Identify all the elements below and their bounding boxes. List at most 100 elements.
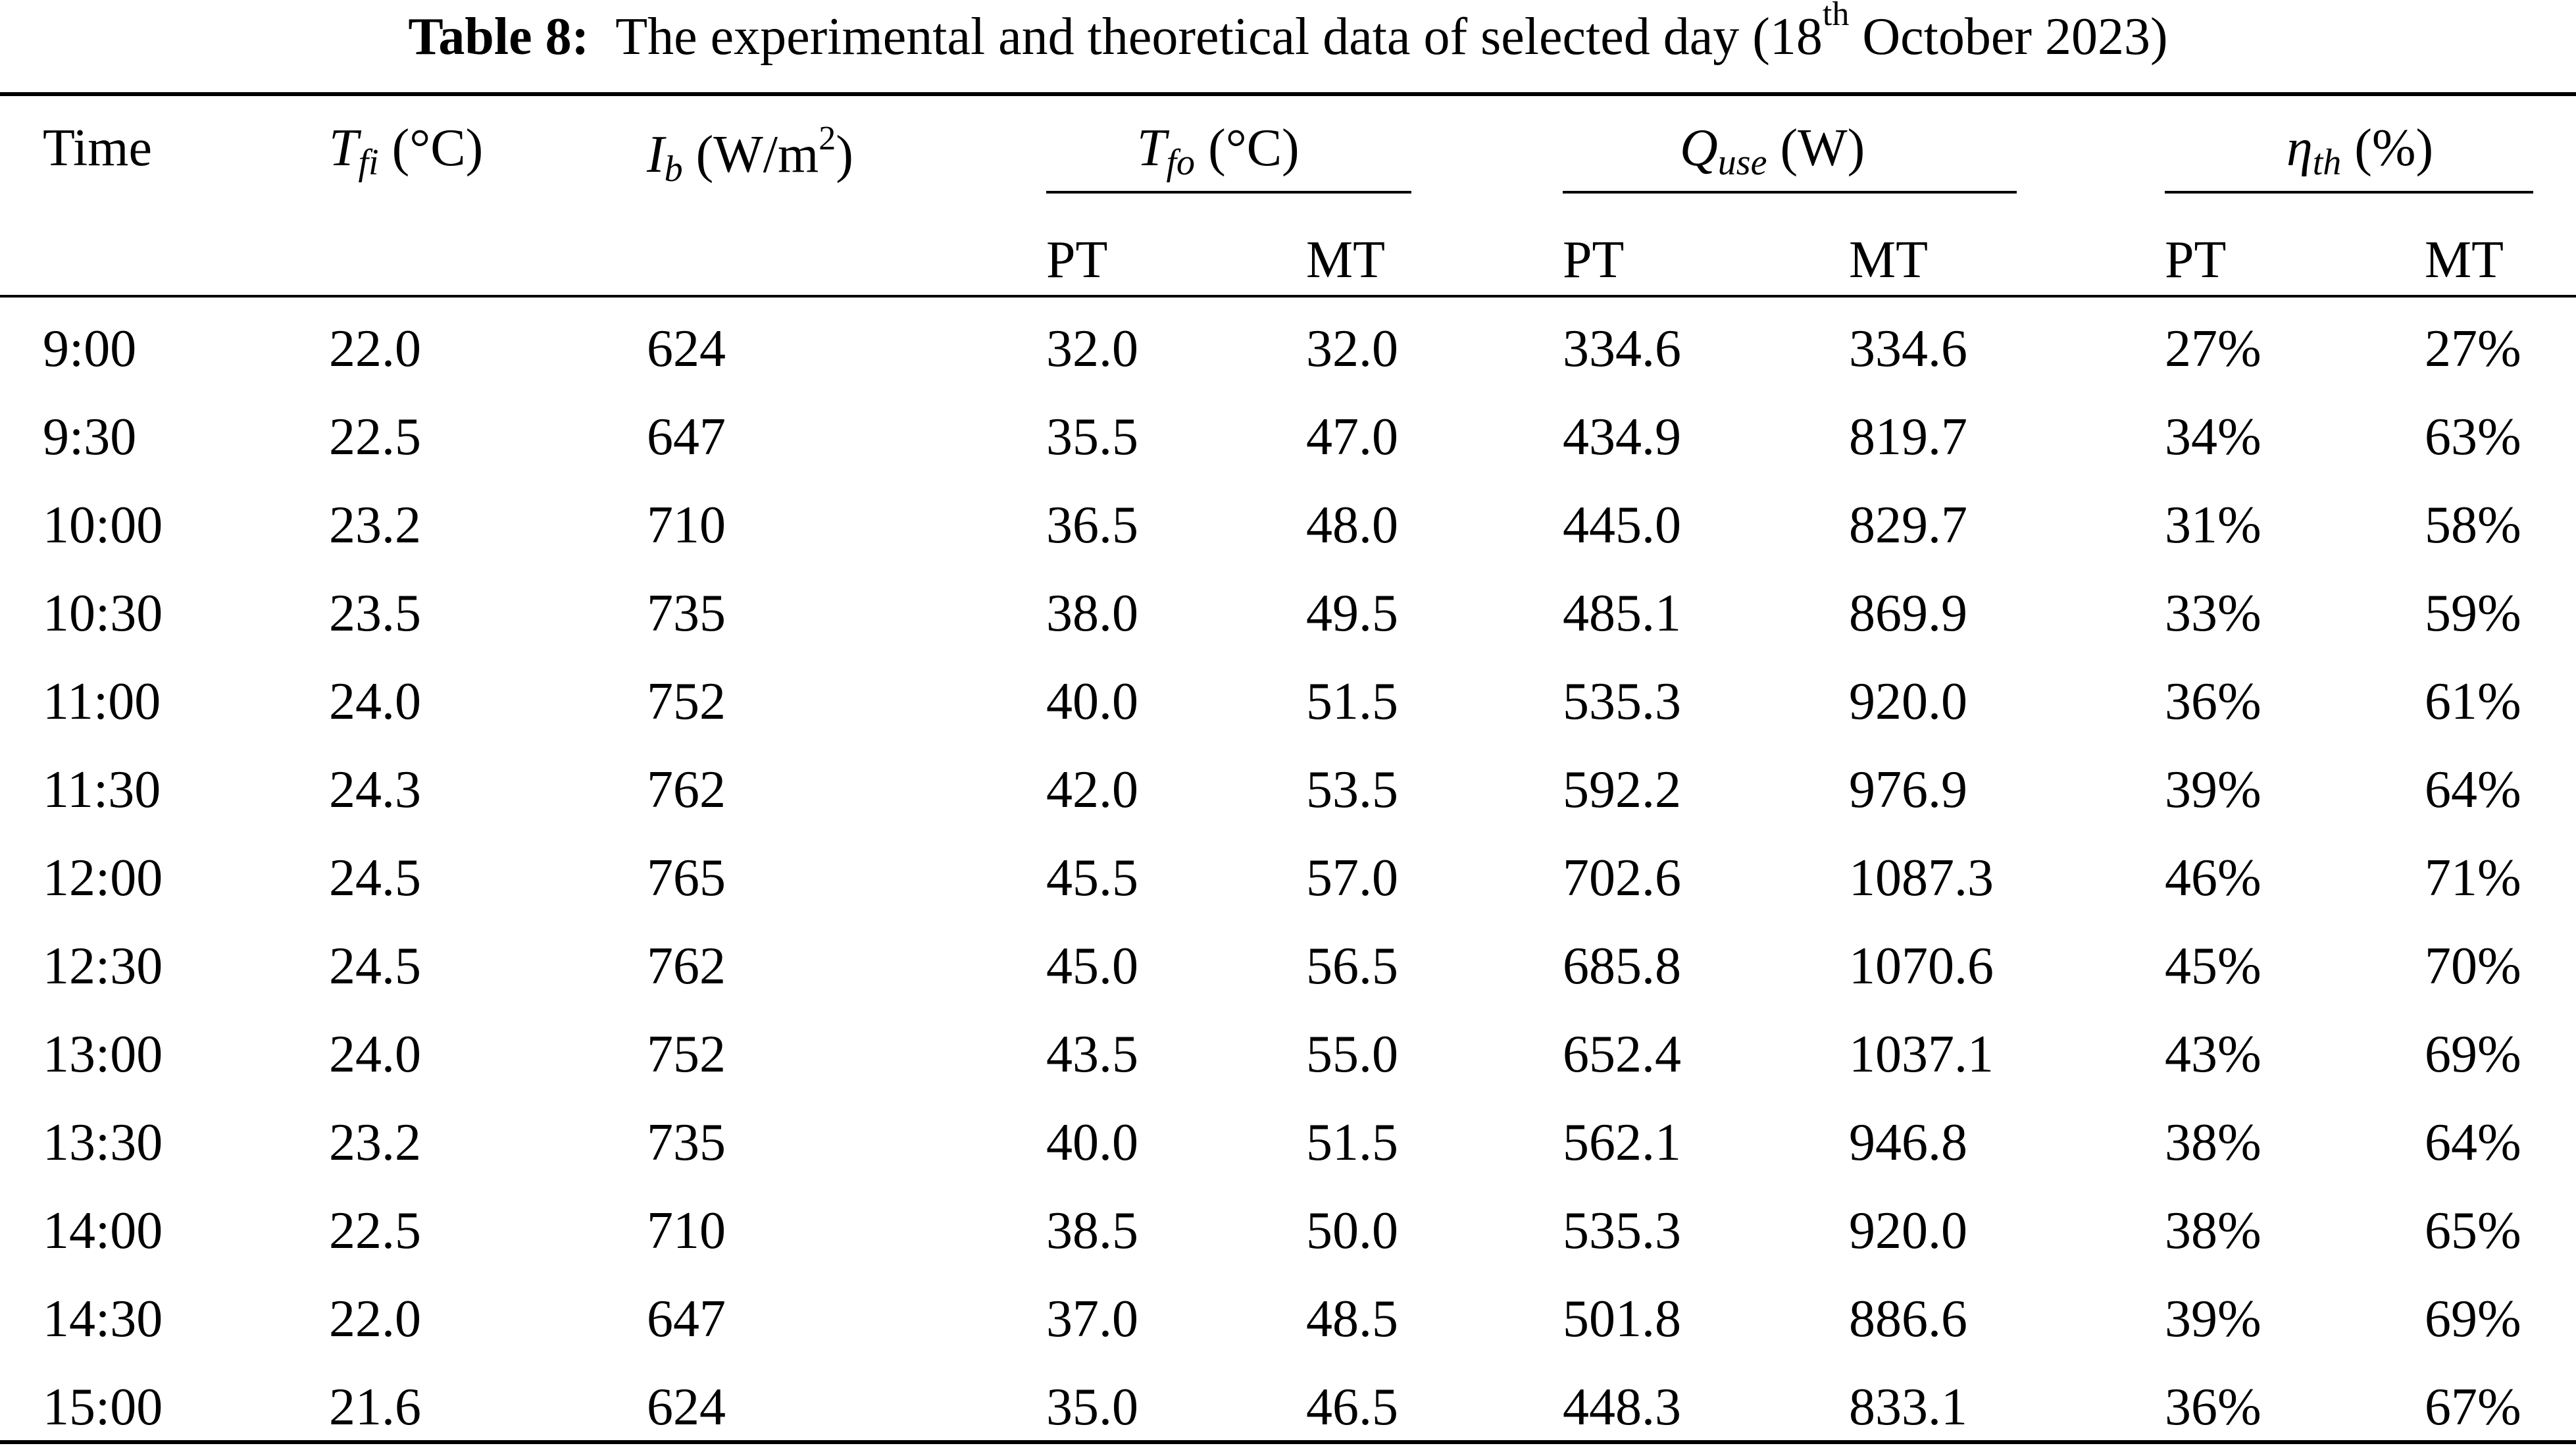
- cell-quse-mt: 920.0: [1849, 1202, 1967, 1260]
- caption-label: Table 8:: [408, 8, 590, 66]
- cell-quse-pt: 334.6: [1563, 320, 1681, 378]
- ib-unit: (W/m: [695, 126, 819, 184]
- cell-irradiance: 624: [647, 320, 726, 378]
- cell-tfo-mt: 51.5: [1306, 1114, 1398, 1172]
- cell-tfo-pt: 32.0: [1046, 320, 1138, 378]
- cell-inlet-temperature: 22.5: [329, 408, 421, 466]
- tfo-symbol: T: [1137, 119, 1167, 177]
- cell-eta-pt: 36%: [2165, 1378, 2261, 1436]
- cell-quse-mt: 976.9: [1849, 761, 1967, 819]
- cell-tfo-mt: 56.5: [1306, 937, 1398, 995]
- subheader-eta-pt: PT: [2165, 231, 2227, 289]
- cell-inlet-temperature: 22.5: [329, 1202, 421, 1260]
- subheader-quse-pt: PT: [1563, 231, 1625, 289]
- cell-tfo-pt: 37.0: [1046, 1290, 1138, 1348]
- cell-quse-mt: 1037.1: [1849, 1025, 1994, 1083]
- cell-inlet-temperature: 22.0: [329, 320, 421, 378]
- cell-irradiance: 752: [647, 673, 726, 731]
- eta-symbol: η: [2286, 119, 2313, 177]
- cell-irradiance: 710: [647, 496, 726, 554]
- cell-tfo-mt: 48.0: [1306, 496, 1398, 554]
- cell-tfo-mt: 57.0: [1306, 849, 1398, 907]
- tfi-unit: (°C): [391, 119, 484, 177]
- cell-tfo-mt: 51.5: [1306, 673, 1398, 731]
- quse-unit: (W): [1780, 119, 1865, 177]
- cell-quse-pt: 685.8: [1563, 937, 1681, 995]
- table-caption: Table 8: The experimental and theoretica…: [0, 0, 2576, 76]
- cell-eta-pt: 31%: [2165, 496, 2261, 554]
- cell-irradiance: 735: [647, 584, 726, 642]
- cell-tfo-mt: 46.5: [1306, 1378, 1398, 1436]
- cell-quse-pt: 652.4: [1563, 1025, 1681, 1083]
- tfi-subscript: fi: [358, 142, 379, 183]
- header-rule: [0, 295, 2576, 298]
- header-time: Time: [43, 119, 153, 177]
- cell-tfo-pt: 36.5: [1046, 496, 1138, 554]
- cell-irradiance: 765: [647, 849, 726, 907]
- bottom-rule: [0, 1440, 2576, 1444]
- header-useful-heat: Quse (W): [1680, 122, 1865, 181]
- header-irradiance: Ib (W/m2): [647, 122, 853, 188]
- cell-quse-mt: 920.0: [1849, 673, 1967, 731]
- cell-tfo-mt: 49.5: [1306, 584, 1398, 642]
- ib-unit-end: ): [836, 126, 853, 184]
- cell-tfo-pt: 45.0: [1046, 937, 1138, 995]
- cell-quse-pt: 445.0: [1563, 496, 1681, 554]
- cell-eta-pt: 33%: [2165, 584, 2261, 642]
- cell-inlet-temperature: 23.2: [329, 1114, 421, 1172]
- cell-irradiance: 752: [647, 1025, 726, 1083]
- caption-text-end: October 2023): [1849, 8, 2168, 66]
- cell-tfo-pt: 38.0: [1046, 584, 1138, 642]
- cell-eta-mt: 63%: [2425, 408, 2521, 466]
- cell-time: 14:30: [43, 1290, 163, 1348]
- eta-unit: (%): [2354, 119, 2434, 177]
- cell-quse-mt: 334.6: [1849, 320, 1967, 378]
- cell-eta-pt: 38%: [2165, 1114, 2261, 1172]
- cell-quse-pt: 501.8: [1563, 1290, 1681, 1348]
- cell-eta-mt: 64%: [2425, 1114, 2521, 1172]
- cell-quse-pt: 702.6: [1563, 849, 1681, 907]
- cell-tfo-pt: 40.0: [1046, 1114, 1138, 1172]
- cell-time: 10:30: [43, 584, 163, 642]
- cell-eta-pt: 45%: [2165, 937, 2261, 995]
- cell-tfo-mt: 55.0: [1306, 1025, 1398, 1083]
- cell-eta-mt: 59%: [2425, 584, 2521, 642]
- cell-quse-pt: 535.3: [1563, 1202, 1681, 1260]
- cell-eta-mt: 69%: [2425, 1290, 2521, 1348]
- header-outlet-temperature: Tfo (°C): [1137, 122, 1300, 181]
- cell-inlet-temperature: 21.6: [329, 1378, 421, 1436]
- cell-quse-pt: 535.3: [1563, 673, 1681, 731]
- cell-time: 13:00: [43, 1025, 163, 1083]
- cell-irradiance: 762: [647, 761, 726, 819]
- cell-eta-mt: 58%: [2425, 496, 2521, 554]
- cell-eta-mt: 65%: [2425, 1202, 2521, 1260]
- quse-group-rule: [1563, 191, 2017, 194]
- cell-inlet-temperature: 24.0: [329, 673, 421, 731]
- cell-irradiance: 624: [647, 1378, 726, 1436]
- tfi-symbol: T: [329, 119, 359, 177]
- cell-irradiance: 735: [647, 1114, 726, 1172]
- cell-tfo-pt: 35.5: [1046, 408, 1138, 466]
- cell-tfo-pt: 43.5: [1046, 1025, 1138, 1083]
- cell-tfo-pt: 45.5: [1046, 849, 1138, 907]
- cell-quse-pt: 448.3: [1563, 1378, 1681, 1436]
- cell-quse-mt: 829.7: [1849, 496, 1967, 554]
- subheader-tfo-pt: PT: [1046, 231, 1108, 289]
- cell-inlet-temperature: 22.0: [329, 1290, 421, 1348]
- cell-eta-pt: 39%: [2165, 761, 2261, 819]
- eta-subscript: th: [2312, 142, 2342, 183]
- cell-eta-mt: 64%: [2425, 761, 2521, 819]
- cell-tfo-mt: 32.0: [1306, 320, 1398, 378]
- subheader-tfo-mt: MT: [1306, 231, 1385, 289]
- cell-eta-mt: 70%: [2425, 937, 2521, 995]
- cell-eta-pt: 43%: [2165, 1025, 2261, 1083]
- eta-group-rule: [2165, 191, 2533, 194]
- cell-time: 10:00: [43, 496, 163, 554]
- cell-tfo-pt: 42.0: [1046, 761, 1138, 819]
- cell-quse-mt: 833.1: [1849, 1378, 1967, 1436]
- caption-text: The experimental and theoretical data of…: [615, 8, 1823, 66]
- cell-quse-mt: 946.8: [1849, 1114, 1967, 1172]
- cell-eta-mt: 69%: [2425, 1025, 2521, 1083]
- tfo-unit: (°C): [1208, 119, 1300, 177]
- cell-tfo-mt: 47.0: [1306, 408, 1398, 466]
